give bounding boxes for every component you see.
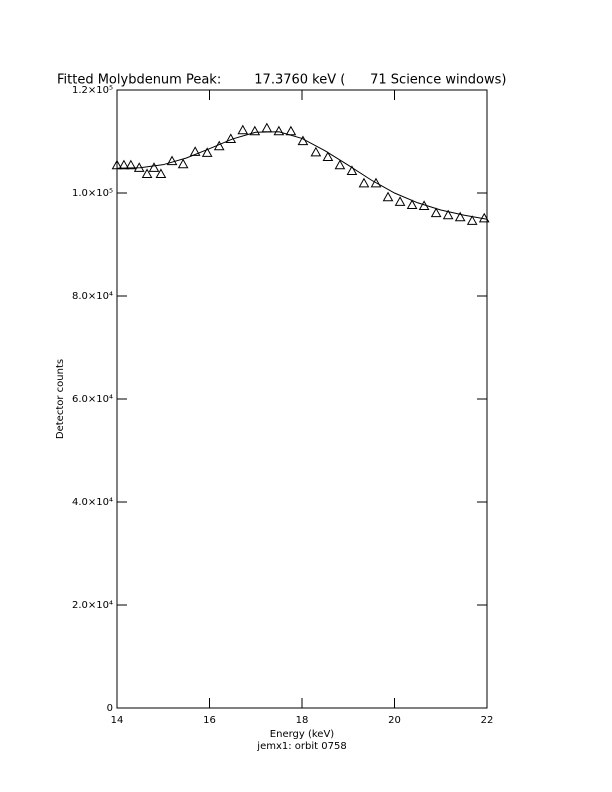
data-point xyxy=(478,212,490,223)
x-axis-label: Energy (keV) xyxy=(270,729,335,740)
data-point xyxy=(406,199,418,209)
data-point xyxy=(155,168,167,179)
data-point xyxy=(382,191,394,202)
data-point xyxy=(166,155,178,166)
data-point xyxy=(141,168,153,179)
data-point xyxy=(201,147,213,157)
x-tick-label: 22 xyxy=(481,715,494,726)
plot-frame xyxy=(116,89,488,709)
data-point xyxy=(334,159,346,170)
y-tick-label: 0 xyxy=(107,703,113,714)
data-point xyxy=(430,207,442,218)
data-point xyxy=(148,162,160,172)
data-point xyxy=(442,209,454,220)
x-tick-label: 18 xyxy=(296,715,309,726)
y-tick-label: 8.0×10⁴ xyxy=(72,291,113,302)
data-point xyxy=(454,211,466,222)
chart-title: Fitted Molybdenum Peak: 17.3760 keV ( 71… xyxy=(57,73,507,88)
y-tick-label: 1.0×10⁵ xyxy=(72,188,113,199)
data-point xyxy=(466,215,478,225)
x-tick-label: 20 xyxy=(388,715,401,726)
data-point xyxy=(237,124,249,135)
x-tick-label: 14 xyxy=(111,715,124,726)
data-point xyxy=(273,125,285,136)
y-tick-label: 6.0×10⁴ xyxy=(72,394,113,405)
x-tick-label: 16 xyxy=(203,715,216,726)
y-tick-label: 2.0×10⁴ xyxy=(72,600,113,611)
data-point xyxy=(261,122,273,133)
data-point xyxy=(370,177,382,188)
y-tick-label: 4.0×10⁴ xyxy=(72,497,113,508)
y-axis-label: Detector counts xyxy=(55,359,66,439)
y-tick-label: 1.2×10⁵ xyxy=(72,85,113,96)
data-point xyxy=(249,125,261,136)
subtitle: jemx1: orbit 0758 xyxy=(256,741,346,752)
data-point xyxy=(394,196,406,206)
fit-line xyxy=(116,131,488,220)
data-point xyxy=(177,158,189,169)
data-point xyxy=(189,146,201,156)
data-point xyxy=(346,165,358,175)
data-point xyxy=(358,177,370,188)
data-point xyxy=(118,159,130,170)
data-point xyxy=(322,151,334,162)
data-point xyxy=(125,159,137,170)
data-point xyxy=(310,146,322,157)
data-point xyxy=(285,125,297,136)
data-point xyxy=(111,159,123,170)
